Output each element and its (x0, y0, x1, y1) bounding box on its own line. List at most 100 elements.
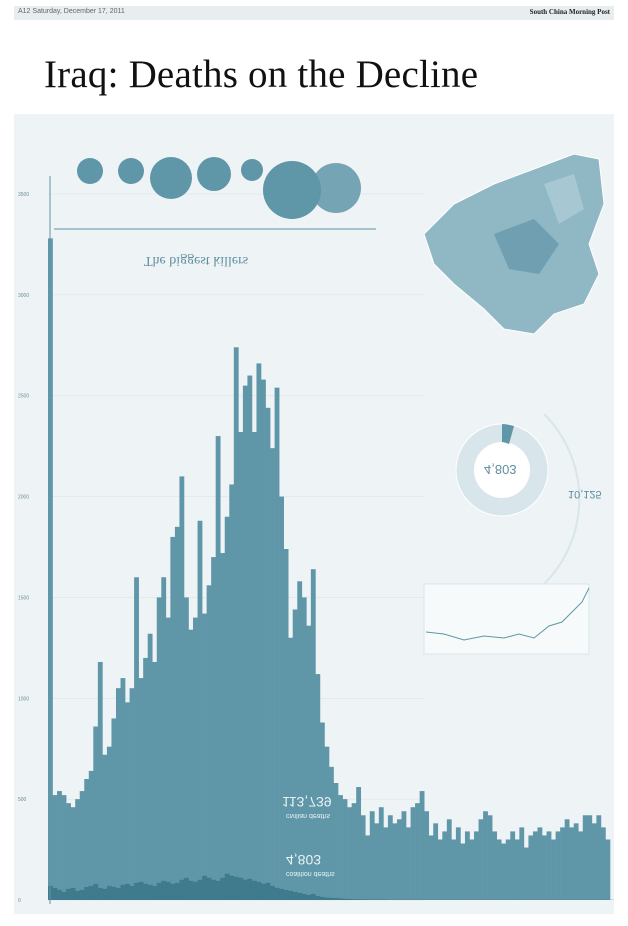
bar-civilian (270, 448, 275, 900)
bar-military (93, 883, 99, 900)
bar-civilian (446, 819, 452, 900)
bar-civilian (347, 807, 352, 900)
bar-civilian (374, 823, 380, 900)
bubble (197, 157, 231, 191)
bar-civilian (487, 815, 493, 900)
bar-military (174, 882, 180, 900)
bar-military (279, 888, 284, 900)
bar-civilian (356, 787, 362, 900)
bar-military (193, 881, 198, 900)
bar-military (111, 886, 117, 900)
total-label: civilian deaths (286, 812, 330, 819)
bar-civilian (338, 795, 343, 900)
bar-civilian (596, 815, 602, 900)
bubble (118, 158, 144, 184)
bar-military (161, 880, 167, 900)
bar-civilian (424, 811, 430, 900)
bar-military (342, 898, 348, 900)
bar-military (338, 898, 343, 900)
bar-civilian (134, 577, 139, 900)
bar-civilian (179, 476, 185, 900)
bar-civilian (582, 815, 588, 900)
bar-military (84, 886, 90, 900)
killers-title: The biggest killers (144, 253, 249, 268)
bar-civilian (288, 637, 294, 900)
bar-civilian (555, 831, 561, 900)
bar-civilian (365, 835, 371, 900)
publication-name: South China Morning Post (529, 8, 610, 16)
bar-civilian (474, 831, 479, 900)
bar-civilian (537, 827, 543, 900)
bar-civilian (183, 597, 189, 900)
bar-civilian (106, 746, 112, 900)
bar-civilian (57, 791, 62, 900)
bar-military (324, 897, 330, 900)
bar-civilian (360, 815, 366, 900)
outer-arc (543, 413, 581, 585)
bar-military (256, 881, 262, 900)
bar-civilian (193, 617, 198, 900)
bar-military (75, 890, 81, 900)
bar-civilian (591, 823, 597, 900)
bubbles-graphic (49, 153, 605, 904)
bubble (150, 157, 192, 199)
bar-military (211, 879, 216, 900)
bar-civilian (242, 385, 248, 900)
bar-military (143, 883, 149, 900)
y-tick-label: 1500 (18, 595, 29, 601)
bubble (241, 159, 263, 181)
bar-military (125, 883, 130, 900)
bar-military (115, 887, 121, 900)
bar-civilian (501, 843, 507, 900)
bar-civilian (455, 827, 461, 900)
side-value: 10,125 (568, 488, 602, 500)
bar-military (170, 883, 176, 900)
bar-civilian (261, 379, 266, 901)
bar-civilian (324, 746, 330, 900)
bar-military (165, 881, 171, 900)
bar-military (356, 899, 362, 900)
donut-hole (474, 442, 530, 498)
bar-civilian (215, 436, 221, 900)
bar-civilian (532, 831, 538, 900)
bar-civilian (238, 432, 244, 900)
bar-civilian (292, 609, 298, 900)
bar-civilian (569, 827, 575, 900)
bar-civilian (505, 839, 511, 900)
bar-military (183, 877, 189, 900)
bar-civilian (519, 827, 525, 900)
bar-military (347, 898, 352, 900)
bar-military (238, 877, 244, 900)
bar-civilian (156, 597, 162, 900)
bar-civilian (378, 807, 384, 900)
bar-civilian (220, 553, 226, 900)
y-tick-label: 1000 (18, 696, 29, 702)
bar-military (301, 893, 307, 900)
bar-military (129, 885, 135, 900)
bar-civilian (251, 432, 257, 900)
bar-civilian (147, 633, 153, 900)
bar-military (242, 879, 248, 900)
bar-military (306, 894, 312, 900)
bar-civilian (469, 839, 475, 900)
bar-civilian (396, 819, 402, 900)
bar-civilian (333, 783, 339, 900)
y-tick-label: 500 (18, 797, 27, 803)
bar-military (283, 889, 289, 900)
bar-civilian (605, 839, 611, 900)
bar-military (288, 890, 294, 900)
bar-civilian (297, 581, 303, 900)
bar-civilian (460, 843, 466, 900)
bar-military (102, 888, 108, 900)
bar-civilian (342, 799, 348, 900)
bar-civilian (97, 661, 103, 900)
bar-military (251, 880, 257, 900)
bar-military (70, 887, 76, 900)
y-tick-label: 0 (18, 898, 21, 904)
bar-civilian (528, 835, 534, 900)
bar-military (329, 897, 334, 900)
line-chart-panel (423, 583, 590, 655)
bar-military (147, 884, 153, 900)
bar-civilian (600, 827, 606, 900)
bar-civilian (542, 835, 547, 900)
